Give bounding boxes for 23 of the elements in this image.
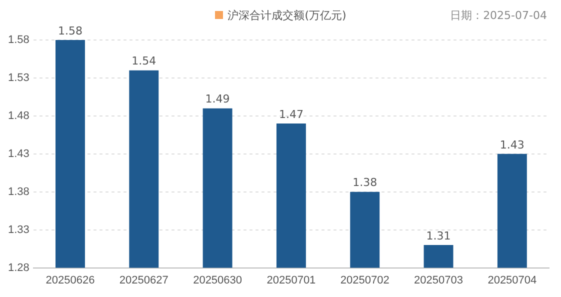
x-tick-label: 20250702 bbox=[340, 274, 390, 286]
y-tick-label: 1.48 bbox=[8, 110, 30, 122]
data-label: 1.31 bbox=[426, 229, 451, 242]
data-label: 1.54 bbox=[132, 54, 156, 68]
data-label: 1.58 bbox=[58, 24, 82, 38]
x-tick-label: 20250703 bbox=[414, 274, 463, 286]
y-tick-label: 1.33 bbox=[8, 224, 30, 236]
x-tick-label: 20250701 bbox=[266, 274, 316, 286]
data-label: 1.43 bbox=[500, 138, 524, 152]
y-tick-label: 1.43 bbox=[8, 148, 30, 160]
y-tick-label: 1.53 bbox=[8, 72, 30, 84]
x-tick-label: 20250626 bbox=[46, 274, 95, 286]
data-label: 1.47 bbox=[278, 108, 304, 121]
x-tick-label: 20250704 bbox=[488, 274, 537, 286]
data-label: 1.49 bbox=[205, 92, 230, 106]
x-tick-label: 20250627 bbox=[119, 274, 168, 286]
text: 沪深合计成交额(万亿元) bbox=[228, 9, 346, 22]
data-label: 1.38 bbox=[352, 176, 378, 190]
y-tick-label: 1.28 bbox=[8, 262, 30, 274]
x-tick-label: 20250630 bbox=[193, 274, 242, 286]
text: 日期：2025-07-04 bbox=[450, 8, 547, 23]
y-tick-label: 1.38 bbox=[8, 186, 30, 198]
y-tick-label: 1.58 bbox=[8, 34, 30, 46]
